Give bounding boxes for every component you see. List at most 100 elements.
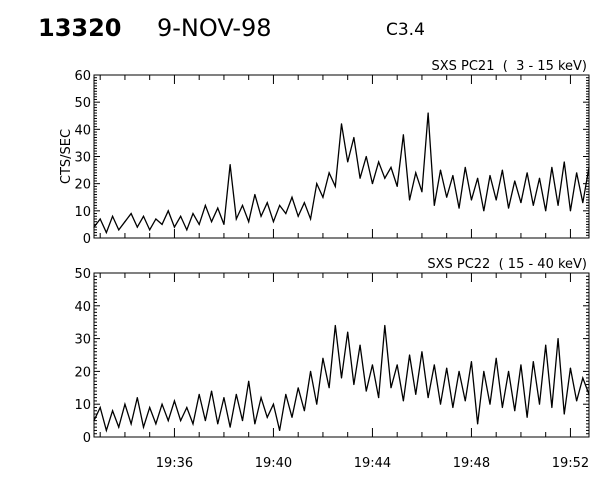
data-point — [316, 183, 318, 185]
data-point — [446, 367, 448, 369]
data-point — [402, 134, 404, 136]
y-tick-label: 60 — [74, 69, 91, 84]
data-point — [427, 397, 429, 399]
data-point — [192, 212, 194, 215]
data-point — [458, 207, 460, 209]
data-point — [340, 377, 343, 379]
data-point — [241, 420, 244, 422]
data-point — [303, 410, 305, 412]
x-tick-label: 19:48 — [453, 456, 490, 471]
y-tick-label: 30 — [74, 333, 91, 348]
data-point — [538, 403, 541, 405]
data-point — [433, 204, 435, 206]
y-tick-label: 20 — [74, 178, 91, 193]
data-point — [303, 202, 305, 204]
plot-frame — [93, 272, 590, 438]
x-tick-label: 19:40 — [255, 456, 292, 471]
data-point — [415, 172, 417, 174]
data-point — [291, 196, 293, 198]
data-point — [254, 423, 256, 425]
data-point — [204, 420, 206, 422]
data-point — [576, 172, 578, 174]
data-point — [458, 370, 460, 372]
data-point — [105, 429, 107, 432]
panel-2: 0 10 20 30 40 50 19:36 19:40 19:44 19:48 19:52 SXS … — [74, 257, 590, 471]
event-date: 9-NOV-98 — [157, 14, 272, 42]
data-point — [439, 403, 442, 405]
data-point — [582, 202, 584, 204]
data-point — [241, 204, 244, 206]
panel-1: 0 10 20 30 40 50 60 SXS PC21 ( 3 - 15 keV) CTS/S… — [59, 59, 590, 247]
data-point — [396, 364, 398, 366]
data-point — [210, 221, 213, 223]
data-point — [477, 177, 479, 179]
data-point — [192, 423, 194, 425]
data-point — [136, 397, 138, 399]
data-point — [111, 215, 114, 217]
plot-frame — [93, 74, 590, 239]
data-point — [198, 223, 200, 226]
data-point — [130, 423, 132, 425]
data-point — [489, 174, 491, 177]
data-point — [427, 112, 429, 114]
data-point — [501, 169, 503, 171]
data-point — [483, 210, 485, 212]
data-point — [371, 364, 374, 366]
data-point — [229, 164, 231, 166]
data-point — [557, 204, 559, 206]
data-point — [365, 390, 367, 392]
data-point — [390, 166, 392, 168]
data-point — [173, 400, 176, 402]
data-point — [489, 403, 491, 405]
data-point — [402, 400, 404, 402]
data-point — [353, 383, 355, 386]
data-point — [297, 215, 299, 217]
data-point — [186, 406, 188, 409]
data-point — [124, 221, 126, 223]
data-point — [569, 210, 572, 212]
data-point — [309, 218, 312, 220]
data-point — [99, 218, 101, 220]
data-point — [260, 397, 262, 399]
data-point — [421, 351, 423, 353]
data-point — [452, 406, 454, 409]
data-point — [217, 423, 219, 425]
y-tick-label: 40 — [74, 300, 91, 315]
data-point — [180, 215, 182, 217]
data-point — [180, 420, 182, 422]
data-point — [167, 420, 169, 422]
data-point — [545, 210, 547, 212]
panel-title: SXS PC21 ( 3 - 15 keV) — [431, 59, 587, 74]
data-point — [161, 403, 163, 405]
data-point — [334, 185, 336, 187]
data-point — [272, 403, 275, 405]
data-point — [149, 406, 151, 409]
data-point — [260, 215, 262, 217]
data-point — [149, 229, 151, 231]
data-point — [507, 370, 510, 372]
data-point — [582, 377, 584, 379]
data-point — [433, 364, 435, 366]
data-point — [118, 229, 120, 231]
data-point — [136, 226, 138, 228]
data-point — [142, 215, 145, 217]
data-point — [105, 231, 107, 234]
flare-class: C3.4 — [386, 20, 425, 40]
data-point — [279, 204, 281, 206]
data-point — [569, 367, 572, 369]
data-point — [384, 324, 386, 327]
data-point — [99, 406, 101, 409]
data-point — [322, 196, 324, 198]
data-point — [248, 221, 250, 223]
data-point — [334, 324, 336, 327]
data-point — [285, 393, 287, 395]
data-point — [111, 410, 114, 412]
data-point — [235, 393, 237, 395]
data-point — [563, 413, 565, 415]
data-point — [223, 397, 225, 399]
y-tick-label: 10 — [74, 205, 91, 220]
data-point — [452, 174, 454, 177]
x-tick-label: 19:36 — [156, 456, 193, 471]
data-point — [588, 393, 590, 395]
